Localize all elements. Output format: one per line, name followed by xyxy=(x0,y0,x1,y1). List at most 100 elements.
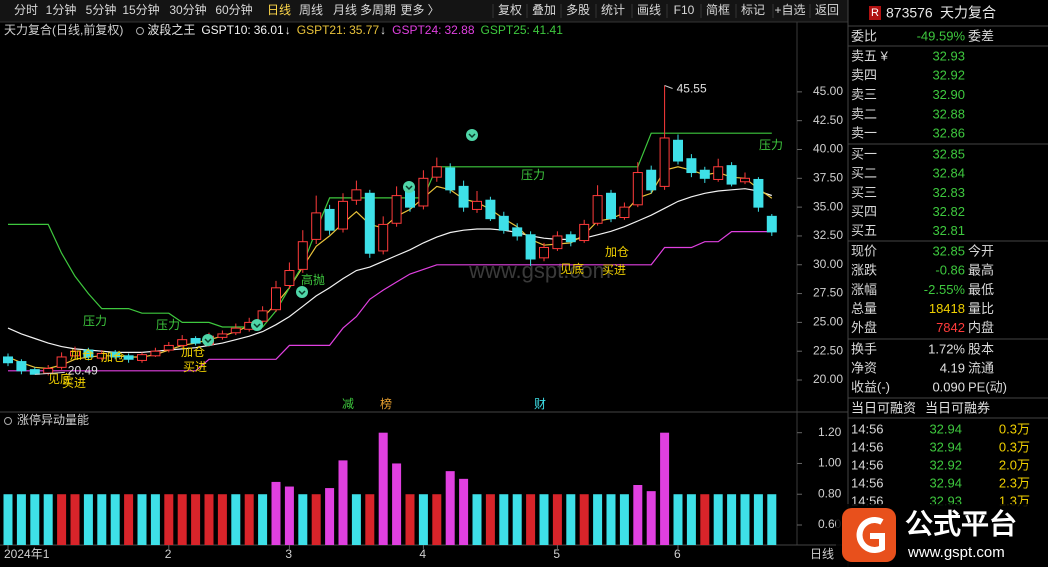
tool-button[interactable]: 返回 xyxy=(815,3,839,17)
bar xyxy=(593,494,603,545)
row-label: 内盘 xyxy=(968,320,994,335)
x-tick-label: 2 xyxy=(165,547,172,561)
signal-label: 加仓 xyxy=(101,350,125,364)
indicator-dot xyxy=(4,417,12,425)
tool-button[interactable]: 多股 xyxy=(566,3,590,17)
legend-arrow: ↓ xyxy=(285,23,291,37)
bar-group xyxy=(3,432,777,545)
trade-time: 14:56 xyxy=(851,457,884,472)
row-value: -0.86 xyxy=(935,263,965,278)
candle-body xyxy=(686,158,697,174)
bar xyxy=(767,494,777,545)
indicator-line xyxy=(8,231,772,372)
chart-watermark: www.gspt.com xyxy=(468,258,611,283)
tool-button[interactable]: 叠加 xyxy=(532,3,556,17)
period-tab[interactable]: 多周期 xyxy=(360,3,396,17)
row-value: 32.86 xyxy=(932,126,965,141)
bar xyxy=(3,494,13,545)
row-label: 委差 xyxy=(968,28,994,43)
badge xyxy=(869,6,881,20)
bar xyxy=(110,494,120,545)
period-tab[interactable]: 15分钟 xyxy=(122,2,159,17)
period-tab[interactable]: 更多 〉 xyxy=(400,3,439,17)
row-label: 收益(-) xyxy=(851,379,890,394)
period-tab[interactable]: 周线 xyxy=(299,3,323,17)
logo-icon xyxy=(842,508,896,562)
bar xyxy=(753,494,763,545)
period-tab[interactable]: 月线 xyxy=(333,3,357,17)
period-tab[interactable]: 30分钟 xyxy=(169,2,206,17)
candle-body xyxy=(699,169,710,179)
signal-chevron xyxy=(468,133,476,139)
y-tick-label: 40.00 xyxy=(813,142,843,156)
tool-button[interactable]: 画线 xyxy=(637,3,661,17)
trade-volume: 2.0万 xyxy=(999,457,1030,472)
row-label: 买一 xyxy=(851,146,877,161)
indicator-dot xyxy=(136,27,144,35)
trade-time: 14:56 xyxy=(851,439,884,454)
signal-chevron xyxy=(405,185,413,191)
bar xyxy=(646,491,656,545)
candle-body xyxy=(217,333,228,338)
candle-body xyxy=(405,190,415,208)
trade-price: 32.92 xyxy=(929,457,962,472)
bar xyxy=(660,432,670,545)
signal-icon xyxy=(296,286,308,298)
candle-body xyxy=(485,199,496,220)
bar xyxy=(177,494,187,545)
bar xyxy=(57,494,67,545)
tool-button[interactable]: 统计 xyxy=(601,3,625,17)
bar xyxy=(124,494,134,545)
tool-button[interactable]: F10 xyxy=(674,3,695,17)
candle-body xyxy=(565,234,576,243)
tool-button[interactable]: 复权 xyxy=(498,3,522,17)
row-value: -49.59% xyxy=(917,28,966,43)
period-tab[interactable]: 日线 xyxy=(267,3,291,17)
row-label: 卖三 xyxy=(851,87,877,102)
row-label: 最高 xyxy=(968,263,994,278)
row-label: 卖一 xyxy=(851,126,877,141)
main-chart: www.gspt.com 20.00 22.50 25.00 27.50 30.00 32.… xyxy=(3,22,843,561)
trade-price: 32.94 xyxy=(929,421,962,436)
period-tab[interactable]: 1分钟 xyxy=(46,2,77,17)
candle-body xyxy=(458,185,469,208)
candle-body xyxy=(378,223,389,252)
tool-button[interactable]: +自选 xyxy=(774,3,805,17)
period-tab[interactable]: 分时 xyxy=(14,3,38,17)
row-label: 委比 xyxy=(851,28,877,43)
period-tab[interactable]: 60分钟 xyxy=(215,2,252,17)
y-tick-label: 42.50 xyxy=(813,113,843,127)
bar xyxy=(83,494,93,545)
candle-body xyxy=(324,208,335,231)
margin-tab[interactable]: 当日可融券 xyxy=(925,400,990,415)
row-label: 买二 xyxy=(851,166,877,181)
row-label: 卖四 xyxy=(851,68,877,83)
badge-text: R xyxy=(871,7,879,19)
row-value: 32.83 xyxy=(932,185,965,200)
candle-body xyxy=(592,195,603,224)
margin-tab[interactable]: 当日可融资 xyxy=(851,400,916,415)
row-label: 总量 xyxy=(851,301,877,316)
trade-time: 14:56 xyxy=(851,421,884,436)
bar xyxy=(191,494,201,545)
candle-body xyxy=(539,246,549,259)
period-label: 日线 xyxy=(810,547,834,561)
candle-body xyxy=(646,169,657,191)
candle-body xyxy=(3,356,13,364)
trade-price: 32.94 xyxy=(929,475,962,490)
bar xyxy=(485,494,495,545)
row-label: 外盘 xyxy=(851,320,877,335)
candle-body xyxy=(284,270,295,287)
signal-label: 高抛 xyxy=(301,272,325,287)
tool-button[interactable]: 标记 xyxy=(741,3,765,17)
period-tab[interactable]: 5分钟 xyxy=(86,2,117,17)
y-tick-label: 32.50 xyxy=(813,228,843,242)
signal-chevron xyxy=(253,323,261,329)
signal-icon xyxy=(466,129,478,141)
candle-body xyxy=(29,369,40,375)
row-value: 32.93 xyxy=(932,48,965,63)
tool-button[interactable]: 简框 xyxy=(706,3,730,17)
